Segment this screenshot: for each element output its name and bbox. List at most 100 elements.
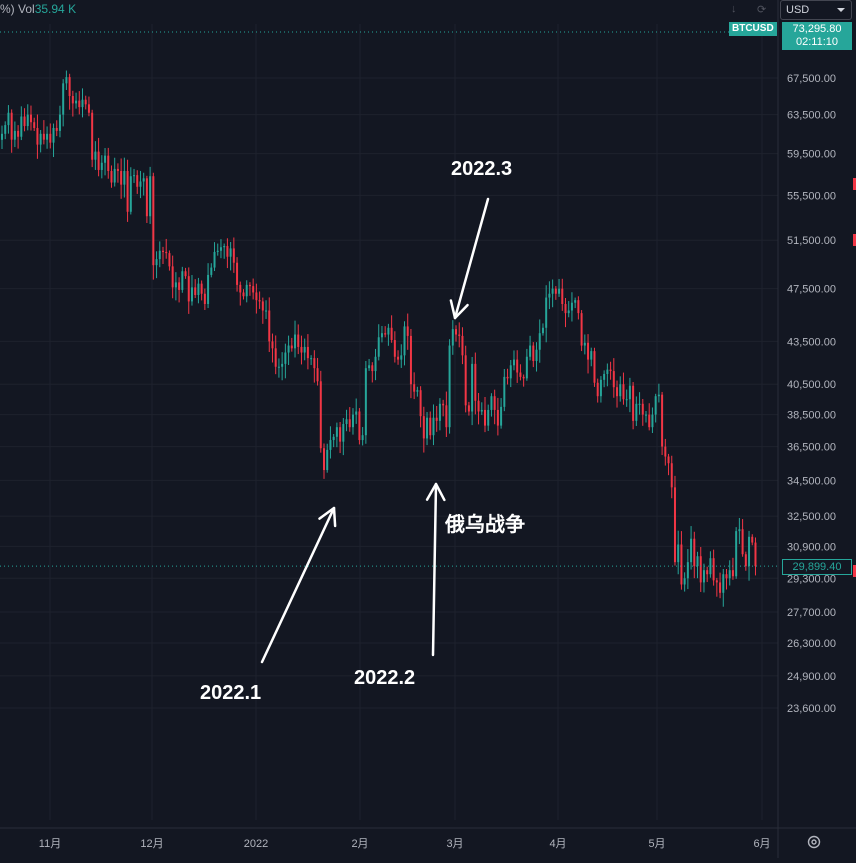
candle-body (426, 417, 429, 439)
candle-body (326, 449, 329, 471)
y-tick-label: 47,500.00 (787, 284, 836, 296)
candle-body (455, 329, 458, 335)
candle-body (548, 293, 551, 298)
candle-body (561, 288, 564, 305)
annotation-label: 2022.1 (200, 682, 261, 704)
candle-body (384, 333, 387, 335)
candle-body (567, 310, 570, 314)
candle-body (181, 271, 184, 290)
annotation-arrowhead (318, 506, 337, 528)
candle-body (174, 282, 177, 288)
candle-body (252, 286, 255, 293)
candle-body (590, 351, 593, 360)
candle-body (612, 371, 615, 388)
candle-body (113, 168, 116, 183)
candle-body (645, 414, 647, 416)
candle-body (313, 358, 316, 369)
candle-body (145, 178, 148, 217)
candle-body (587, 342, 590, 360)
candle-body (693, 538, 696, 567)
candle-body (471, 363, 474, 412)
candle-body (126, 171, 129, 212)
candle-body (657, 394, 660, 397)
candle-body (226, 246, 229, 257)
candle-body (371, 365, 374, 372)
candle-body (616, 387, 619, 397)
annotations: 2022.1 2022.2 2022.3 俄乌战争 (200, 158, 525, 704)
candle-body (583, 342, 586, 346)
candle-body (277, 366, 280, 368)
candle-body (107, 155, 110, 172)
candle-body (461, 335, 464, 356)
refresh-icon[interactable]: ⟳ (757, 4, 767, 16)
candle-body (686, 562, 689, 579)
y-tick-label: 34,500.00 (787, 475, 836, 487)
candle-body (667, 456, 670, 464)
candle-body (287, 345, 290, 353)
candle-body (297, 334, 300, 347)
candle-body (722, 574, 725, 593)
candle-body (596, 382, 599, 397)
volume-label: Vol (18, 2, 35, 16)
candle-body (168, 253, 171, 267)
candle-body (422, 416, 425, 439)
candle-body (17, 130, 20, 137)
x-tick-label: 4月 (549, 838, 566, 850)
alert-marker (853, 565, 856, 577)
candle-body (91, 112, 94, 160)
y-tick-label: 26,300.00 (787, 638, 836, 650)
candle-body (484, 409, 486, 426)
candle-body (435, 417, 438, 421)
gear-icon[interactable] (806, 834, 822, 850)
live-price: 73,295.80 (792, 23, 842, 35)
candle-body (474, 363, 477, 401)
candle-body (622, 384, 625, 400)
candle-body (55, 127, 58, 131)
candle-body (342, 424, 345, 442)
candle-body (13, 130, 16, 140)
candle-body (403, 326, 406, 356)
y-tick-label: 63,500.00 (787, 110, 836, 122)
candle-body (490, 396, 493, 410)
candle-body (512, 359, 515, 366)
candle-body (210, 267, 213, 275)
candle-body (133, 175, 136, 177)
currency-select[interactable]: USD (780, 0, 852, 20)
candle-body (480, 409, 483, 412)
candle-body (509, 365, 512, 379)
candle-body (677, 544, 680, 563)
candle-body (274, 348, 277, 367)
x-tick-label: 5月 (648, 838, 665, 850)
y-tick-label: 67,500.00 (787, 73, 836, 85)
candle-body (728, 570, 731, 579)
arrow-down-icon[interactable]: ↓ (731, 3, 737, 15)
candle-body (748, 536, 751, 567)
candle-body (268, 310, 271, 342)
candle-body (348, 419, 351, 428)
volume-value: 35.94 K (34, 2, 77, 16)
candle-body (207, 274, 210, 305)
candle-body (87, 104, 90, 113)
candle-body (300, 346, 303, 353)
candle-body (409, 335, 412, 385)
candle-body (706, 570, 709, 575)
annotation-arrow (431, 482, 438, 657)
candle-body (81, 99, 84, 108)
candle-body (303, 346, 306, 353)
candle-body (284, 352, 287, 364)
x-tick-label: 3月 (446, 838, 463, 850)
candle-body (558, 288, 561, 294)
candle-body (619, 384, 622, 397)
candle-body (638, 403, 641, 405)
candle-body (400, 355, 403, 360)
candle-body (271, 341, 274, 349)
candle-body (139, 181, 142, 187)
candle-body (78, 100, 81, 108)
candle-body (545, 297, 548, 328)
alert-marker (853, 234, 856, 246)
candle-body (702, 570, 705, 583)
candle-body (245, 284, 248, 297)
candle-body (554, 288, 557, 294)
